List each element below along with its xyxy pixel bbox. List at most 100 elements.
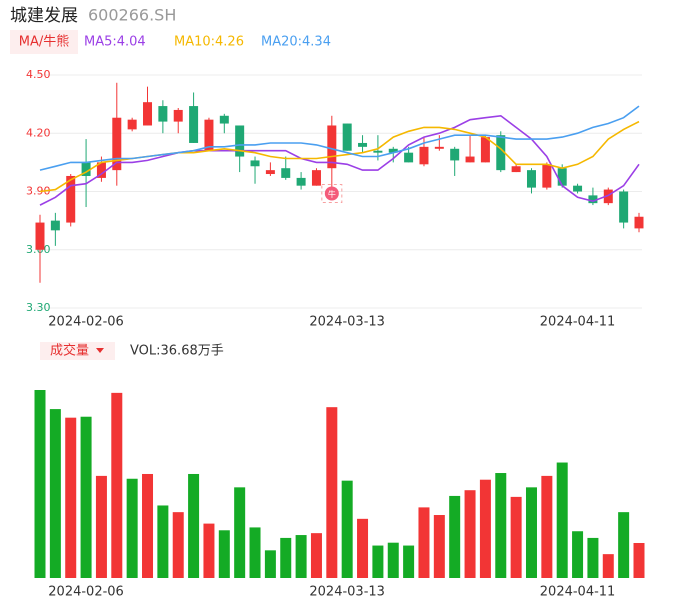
volume-bar <box>34 390 46 578</box>
volume-bar <box>80 416 92 578</box>
volume-bar <box>387 542 399 578</box>
candle-body <box>311 170 321 186</box>
volume-title[interactable]: 成交量 <box>50 343 89 359</box>
candle-body <box>634 216 644 229</box>
y-tick-label: 4.50 <box>26 68 51 81</box>
candle-body <box>450 148 460 161</box>
x-tick-label: 2024-02-06 <box>48 585 124 600</box>
volume-bar <box>49 409 61 578</box>
candle-body <box>603 189 613 204</box>
volume-bar <box>326 407 338 578</box>
volume-bar <box>464 490 476 578</box>
volume-bar <box>126 478 138 578</box>
volume-bar <box>157 505 169 578</box>
volume-bar <box>587 537 599 578</box>
candle-body <box>496 135 506 171</box>
candle-body <box>573 185 583 192</box>
y-tick-label: 3.90 <box>26 185 51 198</box>
candle-body <box>619 191 629 223</box>
candle-body <box>542 164 552 188</box>
candle-body <box>204 119 214 151</box>
ma-line <box>39 114 640 206</box>
stock-name: 城建发展 <box>10 6 78 26</box>
volume-bar <box>249 527 261 578</box>
candle-body <box>66 175 76 223</box>
x-tick-label: 2024-02-06 <box>48 315 124 330</box>
volume-bar <box>234 487 246 578</box>
legend-entry: MA20:4.34 <box>261 35 331 50</box>
volume-bar <box>95 475 107 578</box>
candle-body <box>281 168 291 178</box>
volume-bar <box>264 550 276 578</box>
stock-code: 600266.SH <box>88 6 176 25</box>
volume-bar <box>572 531 584 578</box>
badge-icon <box>324 186 339 201</box>
volume-bar <box>203 523 215 578</box>
candle-body <box>358 142 368 147</box>
volume-bar <box>280 537 292 578</box>
volume-tab[interactable] <box>40 342 115 360</box>
candle-body <box>235 125 245 157</box>
badge-text: 牛 <box>328 189 336 199</box>
x-tick-label: 2024-03-13 <box>309 315 385 330</box>
volume-bar <box>357 518 369 578</box>
volume-bar <box>403 545 415 578</box>
y-tick-label: 3.30 <box>26 301 51 314</box>
candle-body <box>81 162 91 176</box>
candle-body <box>96 162 106 178</box>
volume-bar <box>433 515 445 578</box>
candle-body <box>189 106 199 143</box>
volume-bar <box>618 512 630 578</box>
volume-bar <box>310 533 322 578</box>
candle-body <box>588 195 598 204</box>
indicator-label[interactable]: MA/牛熊 <box>19 34 70 50</box>
badge-frame <box>321 184 343 203</box>
candle-body <box>250 160 260 167</box>
y-tick-label: 4.20 <box>26 126 51 139</box>
indicator-tab[interactable] <box>10 30 78 54</box>
volume-bar <box>65 417 77 578</box>
volume-bar <box>510 496 522 578</box>
dropdown-arrow <box>96 348 104 353</box>
volume-bar <box>479 479 491 578</box>
volume-bar <box>449 495 461 578</box>
legend-entry: MA10:4.26 <box>174 35 244 50</box>
candle-body <box>404 152 414 163</box>
candle-body <box>219 115 229 124</box>
x-tick-label: 2024-04-11 <box>540 315 616 330</box>
volume-bar <box>188 473 200 578</box>
candle-body <box>511 166 521 173</box>
candle-body <box>35 222 45 250</box>
candle-body <box>342 123 352 151</box>
candle-body <box>173 109 183 122</box>
volume-bar <box>541 475 553 578</box>
volume-label: VOL:36.68万手 <box>130 344 224 359</box>
candle-body <box>158 106 168 122</box>
volume-bar <box>495 473 507 578</box>
x-tick-label: 2024-03-13 <box>309 585 385 600</box>
candle-body <box>265 170 275 175</box>
volume-bar <box>525 487 537 578</box>
volume-bar <box>602 554 614 578</box>
candle-body <box>143 102 153 126</box>
volume-bar <box>295 535 307 578</box>
candle-body <box>465 156 475 163</box>
volume-bar <box>142 473 154 578</box>
candle-body <box>327 125 337 169</box>
x-tick-label: 2024-04-11 <box>540 585 616 600</box>
volume-bar <box>172 512 184 578</box>
candle-body <box>50 220 60 231</box>
candle-body <box>434 146 444 149</box>
candle-body <box>388 148 398 153</box>
volume-bar <box>218 530 230 578</box>
candle-body <box>480 137 490 163</box>
candle-body <box>296 177 306 186</box>
ma-line <box>39 105 640 171</box>
candle-body <box>526 170 536 188</box>
candle-body <box>419 146 429 165</box>
candle-body <box>127 119 137 130</box>
volume-bar <box>341 480 353 578</box>
candle-body <box>557 168 567 186</box>
volume-bar <box>418 507 430 578</box>
